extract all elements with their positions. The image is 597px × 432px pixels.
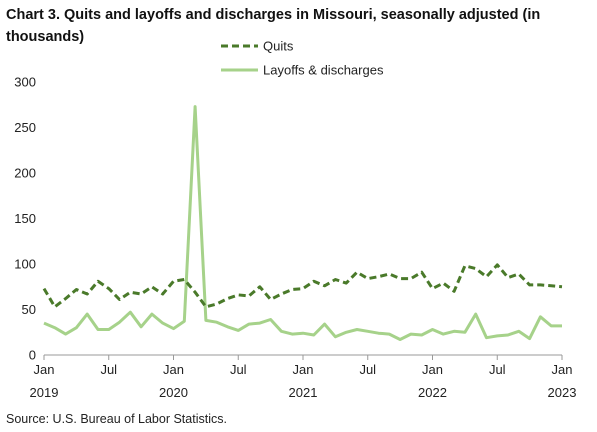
x-tick-year-label: 2019 <box>30 385 59 400</box>
series-line-layoffs-discharges <box>43 105 562 341</box>
plot-area <box>42 105 563 341</box>
x-tick-year-label: 2021 <box>289 385 318 400</box>
x-tick-month-label: Jul <box>230 362 247 377</box>
x-tick-year-label: 2022 <box>418 385 447 400</box>
x-tick-month-label: Jul <box>100 362 117 377</box>
y-tick-label: 100 <box>14 257 36 272</box>
x-tick-month-label: Jan <box>34 362 55 377</box>
legend-label: Layoffs & discharges <box>263 63 384 78</box>
x-axis: Jan 2019 Jul Jan 2020 Jul Jan 2021 Jul Jan 2022 Jul… <box>30 354 577 400</box>
x-tick-month-label: Jan <box>422 362 443 377</box>
x-tick-year-label: 2023 <box>548 385 577 400</box>
y-tick-label: 50 <box>22 302 36 317</box>
legend: Quits Layoffs & discharges <box>221 39 384 78</box>
x-tick-year-label: 2020 <box>159 385 188 400</box>
y-tick-label: 300 <box>14 75 36 90</box>
y-tick-label: 250 <box>14 120 36 135</box>
chart-title: Chart 3. Quits and layoffs and discharge… <box>6 7 541 45</box>
x-tick-month-label: Jul <box>489 362 506 377</box>
y-tick-label: 150 <box>14 211 36 226</box>
x-tick-month-label: Jan <box>293 362 314 377</box>
source-note: Source: U.S. Bureau of Labor Statistics. <box>6 412 227 426</box>
y-axis: 0 50 100 150 200 250 300 <box>14 75 36 363</box>
x-tick-month-label: Jan <box>163 362 184 377</box>
y-tick-label: 0 <box>29 348 36 363</box>
y-tick-label: 200 <box>14 166 36 181</box>
series-line-quits <box>42 263 563 309</box>
x-tick-month-label: Jan <box>552 362 573 377</box>
legend-label: Quits <box>263 39 294 54</box>
x-tick-month-label: Jul <box>359 362 376 377</box>
